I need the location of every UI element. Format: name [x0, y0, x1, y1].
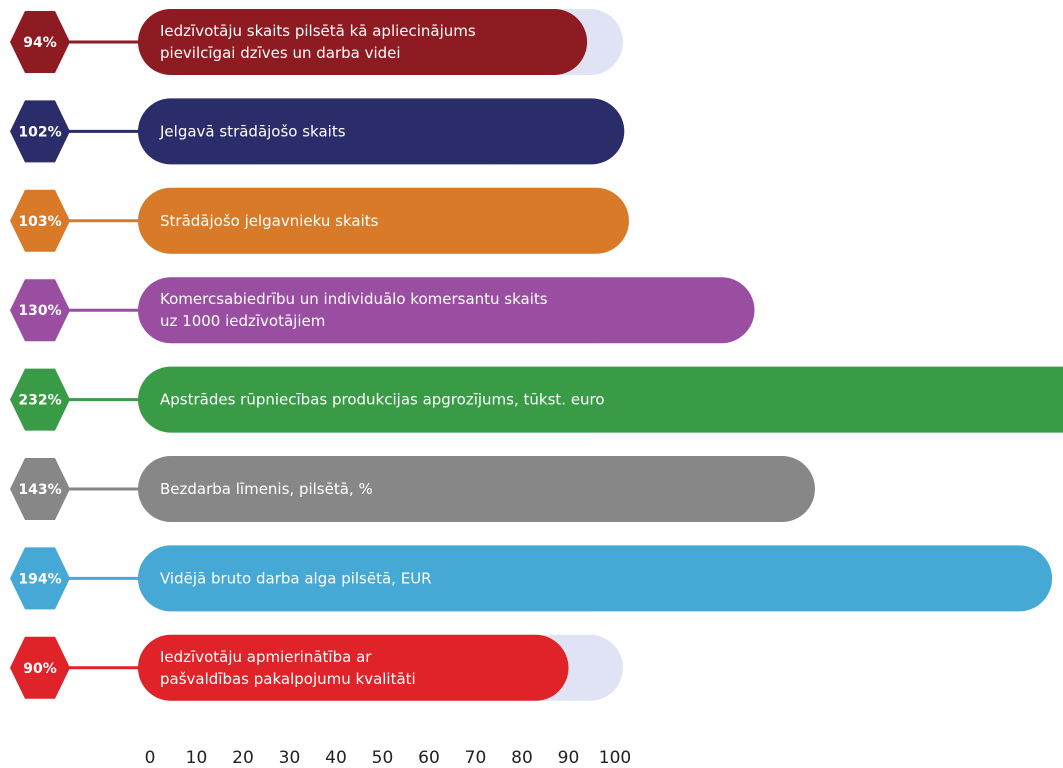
- value-label: 130%: [18, 303, 61, 319]
- x-tick-label: 100: [599, 748, 631, 768]
- value-label: 94%: [23, 35, 57, 51]
- category-label: Komercsabiedrību un individuālo komersan…: [160, 290, 548, 330]
- category-line: pašvaldības pakalpojumu kvalitāti: [160, 669, 416, 687]
- category-line: Apstrādes rūpniecības produkcijas apgroz…: [160, 390, 605, 408]
- bar: [138, 98, 625, 165]
- value-badge: [10, 547, 70, 610]
- x-tick-label: 80: [511, 748, 533, 768]
- x-tick-label: 70: [465, 748, 487, 768]
- x-tick-label: 30: [279, 748, 301, 768]
- value-badge: [10, 189, 70, 252]
- category-label: Bezdarba līmenis, pilsētā, %: [160, 480, 373, 498]
- value-badge: [10, 368, 70, 431]
- category-label: Jelgavā strādājošo skaits: [159, 122, 346, 140]
- value-label: 90%: [23, 661, 57, 677]
- category-label: Apstrādes rūpniecības produkcijas apgroz…: [160, 390, 605, 408]
- value-label: 102%: [18, 124, 61, 140]
- category-line: Vidējā bruto darba alga pilsētā, EUR: [160, 569, 432, 587]
- category-line: Komercsabiedrību un individuālo komersan…: [160, 290, 548, 308]
- value-label: 194%: [18, 571, 61, 587]
- category-label: Iedzīvotāju skaits pilsētā kā apliecināj…: [160, 22, 476, 62]
- bar: [138, 277, 755, 344]
- x-tick-label: 50: [372, 748, 394, 768]
- category-line: Jelgavā strādājošo skaits: [159, 122, 346, 140]
- category-label: Vidējā bruto darba alga pilsētā, EUR: [160, 569, 432, 587]
- category-line: uz 1000 iedzīvotājiem: [160, 312, 325, 330]
- category-line: pievilcīgai dzīves un darba videi: [160, 44, 401, 62]
- value-label: 103%: [18, 214, 61, 230]
- x-tick-label: 90: [558, 748, 580, 768]
- category-label: Iedzīvotāju apmierinātība ar pašvaldības …: [160, 647, 416, 687]
- bar: [138, 545, 1053, 612]
- bar: [138, 634, 569, 701]
- bar: [138, 366, 1063, 433]
- x-tick-label: 0: [145, 748, 156, 768]
- category-line: Iedzīvotāju skaits pilsētā kā apliecināj…: [160, 22, 476, 40]
- value-badge: [10, 11, 70, 73]
- value-badge: [10, 458, 70, 520]
- category-line: Iedzīvotāju apmierinātība ar: [160, 647, 372, 665]
- bar: [138, 187, 629, 254]
- value-badge: [10, 636, 70, 699]
- value-badge: [10, 100, 70, 163]
- x-tick-label: 40: [325, 748, 347, 768]
- category-line: Strādājošo jelgavnieku skaits: [160, 211, 379, 229]
- bar: [138, 9, 588, 75]
- category-line: Bezdarba līmenis, pilsētā, %: [160, 480, 373, 498]
- x-tick-label: 10: [186, 748, 208, 768]
- value-label: 143%: [18, 482, 61, 498]
- value-badge: [10, 279, 70, 342]
- x-tick-label: 60: [418, 748, 440, 768]
- value-label: 232%: [18, 393, 61, 409]
- category-label: Strādājošo jelgavnieku skaits: [160, 211, 379, 229]
- bar: [138, 456, 815, 522]
- x-tick-label: 20: [232, 748, 254, 768]
